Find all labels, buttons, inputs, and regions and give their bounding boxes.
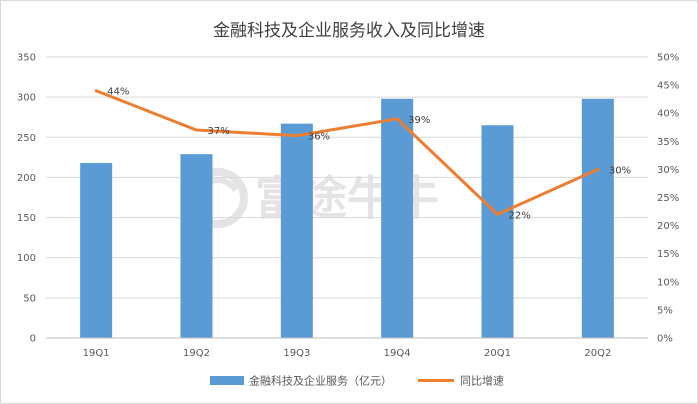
- bar-20Q2: [581, 98, 614, 339]
- line-point-20Q1: [496, 212, 499, 216]
- bar-19Q1: [80, 162, 113, 338]
- line-point-19Q4: [395, 117, 399, 121]
- y-right-tick-label: 50%: [657, 53, 679, 64]
- y-left-tick-label: 200: [17, 173, 36, 184]
- bar-19Q2: [180, 154, 213, 338]
- y-left-tick-label: 350: [17, 53, 36, 64]
- legend: 金融科技及企业服务（亿元） 同比增速: [210, 374, 504, 388]
- bar-20Q1: [481, 125, 514, 338]
- bar-19Q3: [280, 123, 313, 338]
- y-right-tick-label: 40%: [657, 109, 679, 120]
- y-left-tick-label: 150: [17, 213, 36, 224]
- y-right-tick-label: 15%: [657, 249, 679, 260]
- legend-label-bar: 金融科技及企业服务（亿元）: [249, 374, 392, 388]
- y-left-tick-label: 50: [23, 293, 36, 304]
- y-right-tick-label: 10%: [657, 277, 679, 288]
- y-right-tick-label: 25%: [657, 193, 679, 204]
- data-label: 37%: [208, 126, 230, 137]
- y-left-tick-label: 250: [17, 133, 36, 144]
- line-point-19Q2: [195, 128, 198, 132]
- growth-line: [95, 89, 599, 216]
- line-point-19Q3: [295, 134, 299, 138]
- line-point-19Q1: [94, 89, 98, 93]
- axes: 0 50 100 150 200 250 300 350 0% 5% 10% 15% 20% 25% 30%…: [17, 53, 679, 360]
- y-right-tick-label: 20%: [657, 221, 679, 232]
- gridlines: [46, 56, 648, 299]
- x-tick-label: 19Q1: [83, 348, 110, 359]
- data-label: 30%: [609, 165, 631, 176]
- x-tick-label: 19Q3: [283, 348, 310, 359]
- legend-label-line: 同比增速: [460, 374, 504, 388]
- data-label: 36%: [308, 132, 330, 143]
- y-right-tick-label: 30%: [657, 165, 679, 176]
- x-tick-label: 20Q1: [484, 348, 511, 359]
- y-left-tick-label: 300: [17, 93, 36, 104]
- legend-swatch-bar: [210, 376, 244, 385]
- chart-title: 金融科技及企业服务收入及同比增速: [213, 21, 485, 41]
- y-right-tick-label: 5%: [657, 305, 673, 316]
- x-tick-label: 20Q2: [584, 348, 611, 359]
- line-series: 44% 37% 36% 39% 22% 30%: [94, 87, 631, 221]
- x-tick-label: 19Q4: [384, 348, 411, 359]
- y-right-tick-label: 35%: [657, 137, 679, 148]
- y-left-tick-label: 0: [30, 334, 36, 345]
- bar-series: [80, 98, 614, 339]
- y-right-tick-label: 0%: [657, 334, 673, 345]
- data-label: 22%: [509, 210, 531, 221]
- y-right-tick-label: 45%: [657, 81, 679, 92]
- y-left-tick-label: 100: [17, 253, 36, 264]
- line-point-20Q2: [596, 167, 600, 171]
- data-label: 39%: [408, 115, 430, 126]
- bar-19Q4: [381, 98, 414, 339]
- x-tick-label: 19Q2: [183, 348, 210, 359]
- data-label: 44%: [107, 87, 129, 98]
